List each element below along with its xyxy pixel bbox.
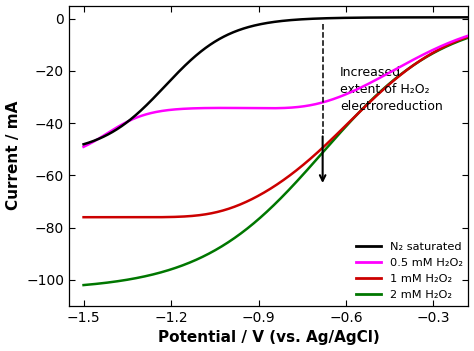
Y-axis label: Current / mA: Current / mA <box>6 101 20 211</box>
Text: Increased
extent of H₂O₂
electroreduction: Increased extent of H₂O₂ electroreductio… <box>340 66 443 113</box>
Legend: N₂ saturated, 0.5 mM H₂O₂, 1 mM H₂O₂, 2 mM H₂O₂: N₂ saturated, 0.5 mM H₂O₂, 1 mM H₂O₂, 2 … <box>356 241 463 300</box>
X-axis label: Potential / V (vs. Ag/AgCl): Potential / V (vs. Ag/AgCl) <box>158 330 380 345</box>
